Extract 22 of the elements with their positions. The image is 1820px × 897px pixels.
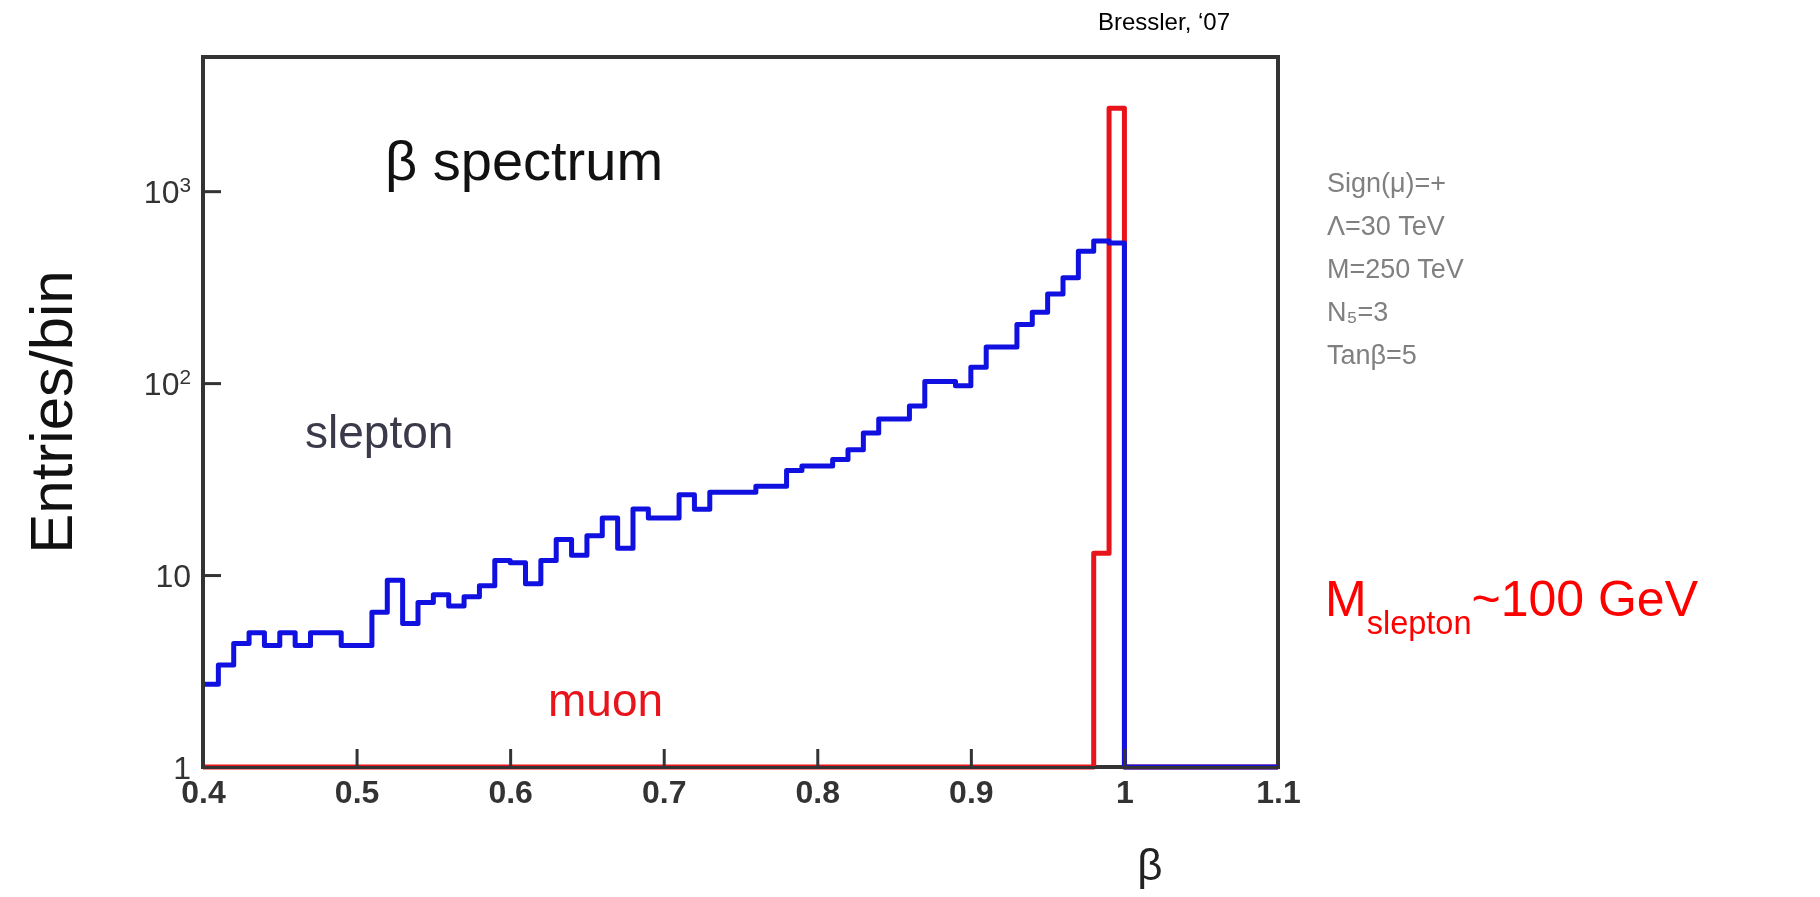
y-axis-title: Entries/bin xyxy=(18,270,85,554)
text: Λ=30 TeV xyxy=(1327,211,1445,241)
text: Tanβ=5 xyxy=(1327,340,1417,370)
y-tick-label: 10$^{3}$ xyxy=(143,172,191,210)
y-tick-label: 10$^{2}$ xyxy=(143,364,191,402)
x-tick-label: 0.6 xyxy=(488,774,533,810)
x-tick-label: 0.9 xyxy=(949,774,994,810)
text: β spectrum xyxy=(385,129,664,192)
text: M=250 TeV xyxy=(1327,254,1464,284)
y-tick-label: 10 xyxy=(155,557,191,594)
x-tick-label: 0.8 xyxy=(795,774,841,810)
text: slepton xyxy=(305,406,454,458)
text: Bressler, ‘07 xyxy=(1097,8,1230,35)
text: Sign(μ)=+ xyxy=(1327,168,1447,198)
x-tick-label: 1 xyxy=(1116,774,1134,810)
text: M$_{slepton}$~100 GeV xyxy=(1325,571,1699,641)
text: N₅=3 xyxy=(1327,297,1389,327)
series-label: muon xyxy=(548,674,664,726)
x-tick-label: 0.7 xyxy=(641,774,687,810)
x-axis-title: β xyxy=(1137,840,1163,889)
x-tick-label: 1.1 xyxy=(1256,774,1301,810)
x-tick-label: 0.5 xyxy=(334,774,380,810)
